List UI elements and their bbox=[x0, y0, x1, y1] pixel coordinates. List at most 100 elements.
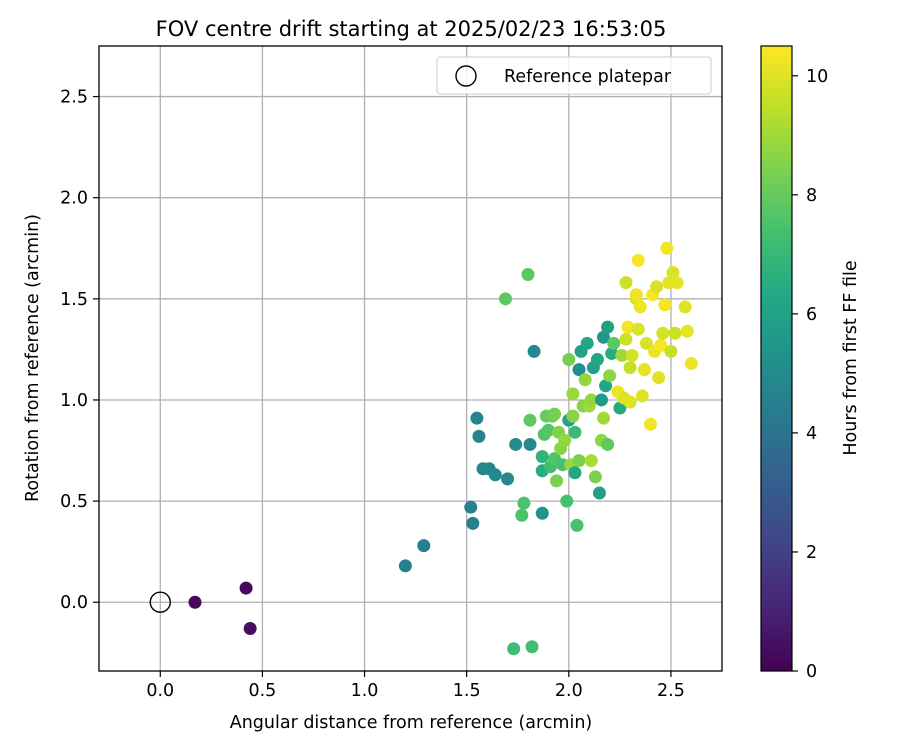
scatter-point bbox=[507, 642, 521, 656]
scatter-point bbox=[584, 393, 598, 407]
colorbar-ticks: 0 2 4 6 8 10 bbox=[792, 67, 828, 682]
scatter-point bbox=[680, 324, 694, 338]
y-axis: 0.0 0.5 1.0 1.5 2.0 2.5 bbox=[60, 88, 99, 613]
scatter-point bbox=[664, 344, 678, 358]
scatter-point bbox=[603, 369, 617, 383]
y-tick-label: 1.0 bbox=[60, 391, 88, 411]
scatter-point bbox=[466, 516, 480, 530]
scatter-point bbox=[578, 373, 592, 387]
y-tick-label: 0.0 bbox=[60, 593, 88, 613]
scatter-point bbox=[501, 472, 515, 486]
scatter-point bbox=[517, 496, 531, 510]
scatter-point bbox=[678, 300, 692, 314]
scatter-point bbox=[639, 336, 653, 350]
scatter-point bbox=[566, 409, 580, 423]
scatter-point bbox=[570, 518, 584, 532]
scatter-point bbox=[243, 622, 257, 636]
scatter-point bbox=[623, 361, 637, 375]
scatter-point bbox=[621, 320, 635, 334]
scatter-point bbox=[605, 346, 619, 360]
legend-reference-marker bbox=[455, 65, 477, 87]
legend: Reference platepar bbox=[436, 56, 712, 95]
scatter-point bbox=[615, 348, 629, 362]
scatter-point bbox=[398, 559, 412, 573]
scatter-point bbox=[625, 348, 639, 362]
scatter-point bbox=[650, 280, 664, 294]
scatter-point bbox=[525, 640, 539, 654]
scatter-point bbox=[597, 411, 611, 425]
x-tick-label: 1.0 bbox=[351, 681, 379, 701]
colorbar-gradient bbox=[760, 45, 793, 672]
scatter-point bbox=[660, 241, 674, 255]
scatter-point bbox=[629, 288, 643, 302]
scatter-point bbox=[668, 326, 682, 340]
scatter-point bbox=[654, 338, 668, 352]
x-tick-label: 1.5 bbox=[453, 681, 481, 701]
scatter-point bbox=[584, 454, 598, 468]
scatter-point bbox=[656, 326, 670, 340]
scatter-point bbox=[239, 581, 253, 595]
scatter-point bbox=[472, 429, 486, 443]
scatter-point bbox=[535, 506, 549, 520]
scatter-point bbox=[568, 466, 582, 480]
scatter-point bbox=[644, 417, 658, 431]
chart-title: FOV centre drift starting at 2025/02/23 … bbox=[156, 17, 667, 41]
scatter-point bbox=[515, 508, 529, 522]
scatter-point bbox=[527, 344, 541, 358]
scatter-point bbox=[470, 411, 484, 425]
plot-area-frame bbox=[98, 45, 723, 672]
scatter-point bbox=[601, 437, 615, 451]
scatter-point bbox=[548, 407, 562, 421]
scatter-point bbox=[633, 300, 647, 314]
scatter-point bbox=[550, 474, 564, 488]
scatter-point bbox=[590, 353, 604, 367]
scatter-point bbox=[523, 437, 537, 451]
scatter-point bbox=[631, 253, 645, 267]
colorbar: 0 2 4 6 8 10 Hours from first FF file bbox=[760, 45, 861, 682]
scatter-point bbox=[637, 363, 651, 377]
colorbar-tick-label: 4 bbox=[806, 424, 817, 444]
scatter-point bbox=[684, 357, 698, 371]
scatter-point bbox=[619, 276, 633, 290]
x-tick-label: 2.5 bbox=[657, 681, 685, 701]
colorbar-tick-label: 10 bbox=[806, 67, 828, 87]
scatter-point bbox=[572, 363, 586, 377]
scatter-point bbox=[560, 494, 574, 508]
scatter-point bbox=[597, 330, 611, 344]
scatter-point bbox=[568, 425, 582, 439]
scatter-point bbox=[619, 332, 633, 346]
y-axis-label: Rotation from reference (arcmin) bbox=[23, 214, 43, 502]
scatter-point bbox=[498, 292, 512, 306]
scatter-point bbox=[417, 539, 431, 553]
scatter-point bbox=[521, 268, 535, 282]
scatter-points bbox=[188, 241, 698, 656]
scatter-point bbox=[541, 423, 555, 437]
reference-platepar-marker bbox=[149, 591, 171, 613]
y-tick-label: 2.5 bbox=[60, 88, 88, 108]
scatter-point bbox=[613, 401, 627, 415]
x-axis-label: Angular distance from reference (arcmin) bbox=[230, 713, 593, 733]
scatter-point bbox=[509, 437, 523, 451]
scatter-point bbox=[562, 353, 576, 367]
scatter-point bbox=[572, 454, 586, 468]
legend-entry-reference: Reference platepar bbox=[504, 67, 672, 87]
colorbar-tick-label: 0 bbox=[806, 662, 817, 682]
x-tick-label: 0.0 bbox=[146, 681, 174, 701]
scatter-point bbox=[607, 336, 621, 350]
y-tick-label: 2.0 bbox=[60, 189, 88, 209]
scatter-point bbox=[635, 389, 649, 403]
y-tick-label: 1.5 bbox=[60, 290, 88, 310]
x-axis: 0.0 0.5 1.0 1.5 2.0 2.5 bbox=[146, 671, 685, 701]
y-tick-label: 0.5 bbox=[60, 492, 88, 512]
x-tick-label: 0.5 bbox=[248, 681, 276, 701]
scatter-point bbox=[670, 276, 684, 290]
scatter-point bbox=[488, 468, 502, 482]
scatter-point bbox=[535, 450, 549, 464]
scatter-point bbox=[658, 298, 672, 312]
scatter-point bbox=[558, 433, 572, 447]
scatter-point bbox=[623, 395, 637, 409]
legend-box bbox=[436, 56, 712, 95]
colorbar-tick-label: 2 bbox=[806, 543, 817, 563]
scatter-point bbox=[523, 413, 537, 427]
